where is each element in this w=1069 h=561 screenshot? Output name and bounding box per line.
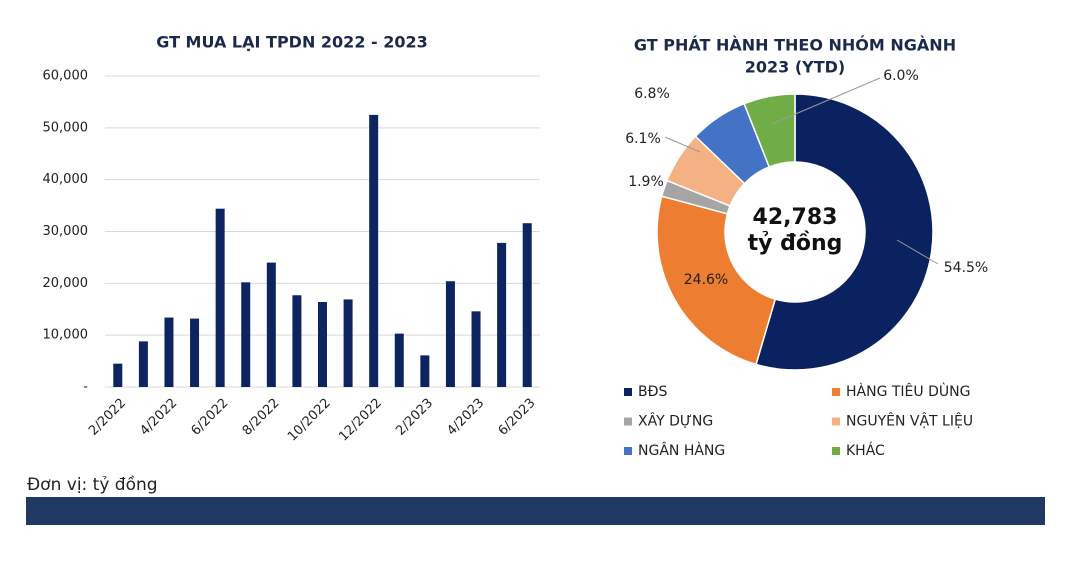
bar	[266, 262, 276, 387]
bar	[215, 208, 225, 387]
x-tick-label: 10/2022	[285, 396, 334, 445]
legend-swatch	[624, 417, 632, 426]
legend-swatch	[624, 388, 632, 396]
legend-label: NGÂN HÀNG	[638, 441, 725, 459]
bar	[113, 363, 123, 387]
pie-title: 2023 (YTD)	[745, 58, 846, 77]
pie-slice	[755, 93, 934, 371]
y-tick-label: 60,000	[43, 69, 89, 84]
legend-swatch	[624, 447, 632, 455]
footer-band	[26, 497, 1045, 525]
center-unit: tỷ đồng	[748, 231, 843, 256]
x-tick-label: 12/2022	[336, 396, 385, 445]
data-label: 54.5%	[944, 260, 988, 276]
legend-label: KHÁC	[846, 442, 885, 459]
data-label: 6.8%	[634, 86, 670, 102]
x-tick-label: 4/2023	[444, 396, 487, 439]
x-tick-label: 6/2023	[496, 396, 539, 439]
bar	[497, 242, 507, 387]
bar	[471, 311, 481, 387]
x-tick-label: 2/2022	[86, 396, 129, 439]
legend-swatch	[832, 417, 840, 426]
data-label: 24.6%	[684, 272, 728, 288]
leader-line	[771, 77, 881, 125]
y-tick-label: 40,000	[43, 172, 89, 187]
legend-label: HÀNG TIÊU DÙNG	[846, 382, 970, 400]
data-label: 1.9%	[628, 174, 664, 190]
bar	[394, 333, 404, 387]
bar	[190, 318, 200, 387]
bar-title: GT MUA LẠI TPDN 2022 - 2023	[156, 33, 428, 52]
center-value: 42,783	[753, 205, 838, 230]
legend-swatch	[832, 447, 840, 455]
bar	[420, 355, 430, 387]
x-tick-label: 6/2022	[188, 396, 231, 439]
x-tick-label: 2/2023	[393, 396, 436, 439]
pie-slice	[656, 195, 777, 366]
legend-label: NGUYÊN VẬT LIỆU	[846, 412, 973, 430]
data-label: 6.1%	[625, 131, 661, 147]
bar	[241, 282, 251, 387]
bar	[522, 223, 532, 387]
leader-line	[664, 136, 701, 153]
y-tick-label: 10,000	[43, 328, 89, 343]
x-tick-label: 4/2022	[137, 396, 180, 439]
bar	[369, 114, 379, 387]
y-tick-label: 20,000	[43, 276, 89, 291]
legend-label: XÂY DỰNG	[638, 412, 713, 430]
pie-title: GT PHÁT HÀNH THEO NHÓM NGÀNH	[634, 36, 956, 55]
bar	[292, 295, 302, 387]
bar	[138, 341, 148, 387]
bar	[343, 299, 353, 387]
y-tick-label: 30,000	[43, 224, 89, 239]
y-tick-label: 50,000	[43, 120, 89, 135]
pie-slice	[743, 93, 796, 168]
leader-line	[896, 239, 939, 265]
bar	[318, 301, 327, 387]
bar	[164, 317, 174, 387]
data-label: 6.0%	[883, 68, 919, 84]
y-tick-label: -	[83, 380, 88, 395]
bar	[445, 281, 455, 387]
x-tick-label: 8/2022	[240, 396, 283, 439]
legend-label: BĐS	[638, 384, 667, 400]
unit-note: Đơn vị: tỷ đồng	[27, 474, 158, 495]
legend-swatch	[832, 388, 840, 396]
